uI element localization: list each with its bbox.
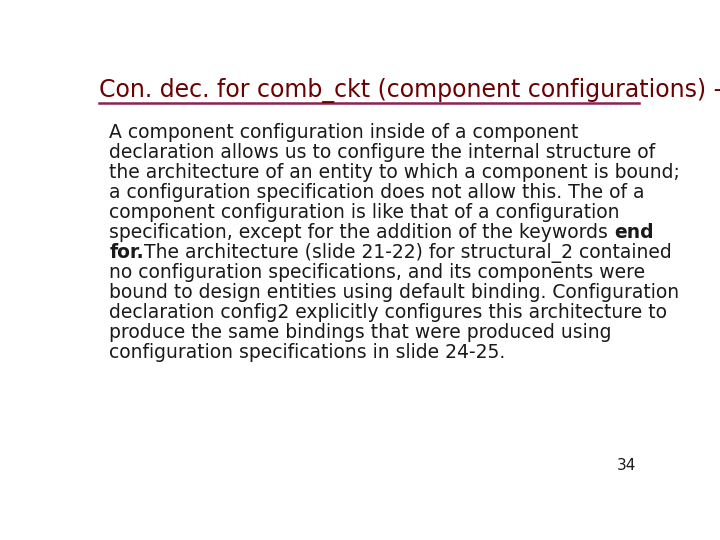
Text: for.: for.	[109, 242, 144, 262]
Text: bound to design entities using default binding. Configuration: bound to design entities using default b…	[109, 283, 680, 302]
Text: The architecture (slide 21-22) for structural_2 contained: The architecture (slide 21-22) for struc…	[144, 242, 672, 262]
Text: a configuration specification does not allow this. The of a: a configuration specification does not a…	[109, 183, 645, 201]
Text: the architecture of an entity to which a component is bound;: the architecture of an entity to which a…	[109, 163, 680, 181]
Text: produce the same bindings that were produced using: produce the same bindings that were prod…	[109, 323, 612, 342]
Text: configuration specifications in slide 24-25.: configuration specifications in slide 24…	[109, 343, 505, 362]
Text: Con. dec. for comb_ckt (component configurations) -2-: Con. dec. for comb_ckt (component config…	[99, 78, 720, 103]
Text: 34: 34	[617, 458, 636, 473]
Text: declaration config2 explicitly configures this architecture to: declaration config2 explicitly configure…	[109, 303, 667, 322]
Text: no configuration specifications, and its components were: no configuration specifications, and its…	[109, 262, 646, 282]
Text: specification, except for the addition of the keywords: specification, except for the addition o…	[109, 222, 614, 242]
Text: component configuration is like that of a configuration: component configuration is like that of …	[109, 202, 620, 221]
Text: end: end	[614, 222, 654, 242]
Text: A component configuration inside of a component: A component configuration inside of a co…	[109, 123, 579, 141]
Text: declaration allows us to configure the internal structure of: declaration allows us to configure the i…	[109, 143, 655, 161]
